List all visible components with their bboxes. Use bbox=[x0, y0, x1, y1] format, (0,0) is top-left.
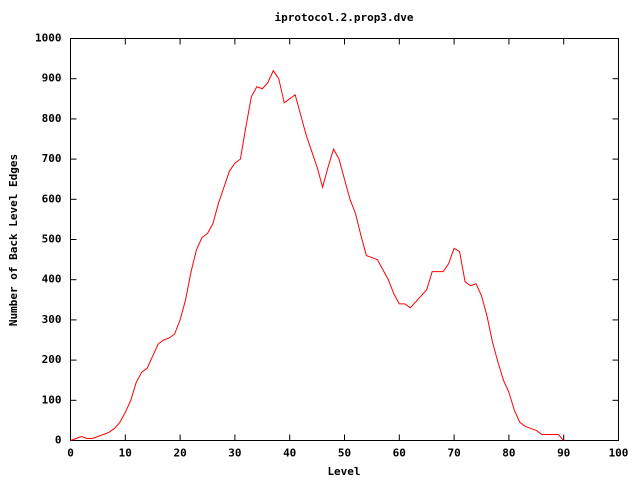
y-tick-label: 500 bbox=[42, 233, 62, 246]
x-tick-label: 80 bbox=[502, 447, 515, 460]
x-tick-label: 100 bbox=[609, 447, 629, 460]
y-tick-label: 600 bbox=[42, 192, 62, 205]
y-tick-label: 900 bbox=[42, 72, 62, 85]
x-tick-label: 70 bbox=[447, 447, 460, 460]
y-tick-label: 100 bbox=[42, 393, 62, 406]
y-tick-label: 300 bbox=[42, 313, 62, 326]
x-axis-label: Level bbox=[327, 465, 360, 478]
data-line bbox=[70, 69, 565, 441]
y-tick-label: 800 bbox=[42, 112, 62, 125]
x-tick-label: 90 bbox=[557, 447, 570, 460]
y-tick-label: 1000 bbox=[35, 32, 62, 45]
y-tick-label: 700 bbox=[42, 152, 62, 165]
chart-title: iprotocol.2.prop3.dve bbox=[274, 11, 413, 24]
x-tick-label: 60 bbox=[393, 447, 406, 460]
y-tick-label: 400 bbox=[42, 273, 62, 286]
y-tick-label: 200 bbox=[42, 353, 62, 366]
x-tick-label: 10 bbox=[119, 447, 132, 460]
plot-frame bbox=[70, 38, 619, 441]
y-tick-label: 0 bbox=[55, 434, 62, 447]
x-tick-label: 20 bbox=[173, 447, 186, 460]
x-tick-label: 50 bbox=[338, 447, 351, 460]
y-axis-label: Number of Back Level Edges bbox=[7, 154, 20, 326]
x-tick-label: 30 bbox=[228, 447, 241, 460]
x-tick-label: 0 bbox=[67, 447, 74, 460]
x-tick-label: 40 bbox=[283, 447, 296, 460]
